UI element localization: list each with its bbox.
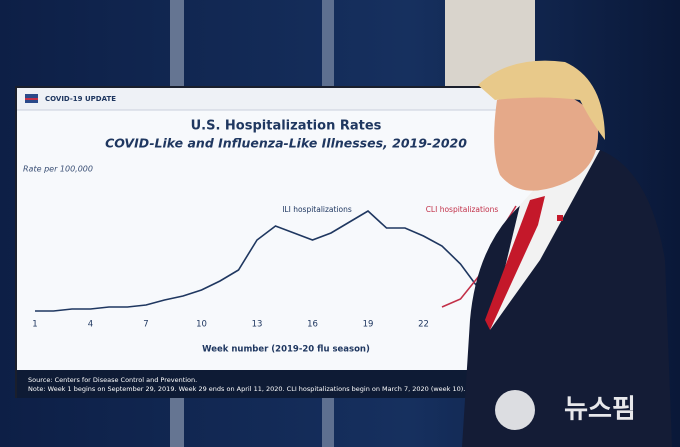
hair <box>478 60 605 140</box>
shirt <box>490 150 600 330</box>
y-axis-label: Rate per 100,000 <box>23 165 93 174</box>
x-tick-label: 13 <box>252 320 263 330</box>
watermark: 뉴스핌 <box>564 395 636 425</box>
watermark-logo <box>495 390 535 430</box>
series-label: CLI hospitalizations <box>426 205 499 214</box>
screen-header <box>17 88 533 110</box>
suit <box>462 150 672 447</box>
x-axis-label: Week number (2019-20 flu season) <box>202 345 370 355</box>
lapel-pin <box>557 215 563 221</box>
flag-stripe <box>25 98 38 100</box>
x-tick-label: 10 <box>196 320 207 330</box>
chart-subtitle: COVID-Like and Influenza-Like Illnesses,… <box>105 136 467 151</box>
source-note: Source: Centers for Disease Control and … <box>28 376 197 384</box>
person <box>462 60 672 447</box>
x-tick-label: 7 <box>143 320 148 330</box>
footer-band <box>17 370 533 398</box>
tie <box>485 196 545 330</box>
x-tick-label: 4 <box>88 320 93 330</box>
footnote: Note: Week 1 begins on September 29, 201… <box>28 385 465 393</box>
x-tick-label: 22 <box>418 320 429 330</box>
x-tick-label: 19 <box>363 320 374 330</box>
series-label: ILI hospitalizations <box>282 205 352 214</box>
x-tick-label: 1 <box>32 320 37 330</box>
x-tick-label: 16 <box>307 320 318 330</box>
face <box>494 90 599 191</box>
series-line <box>35 210 480 312</box>
screen <box>17 88 533 370</box>
header-label: COVID-19 UPDATE <box>45 95 116 103</box>
chart-title: U.S. Hospitalization Rates <box>191 119 382 134</box>
